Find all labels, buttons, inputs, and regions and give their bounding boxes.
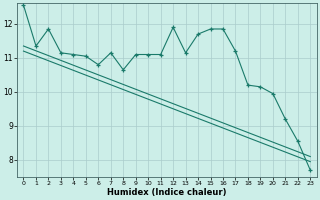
X-axis label: Humidex (Indice chaleur): Humidex (Indice chaleur) <box>107 188 227 197</box>
